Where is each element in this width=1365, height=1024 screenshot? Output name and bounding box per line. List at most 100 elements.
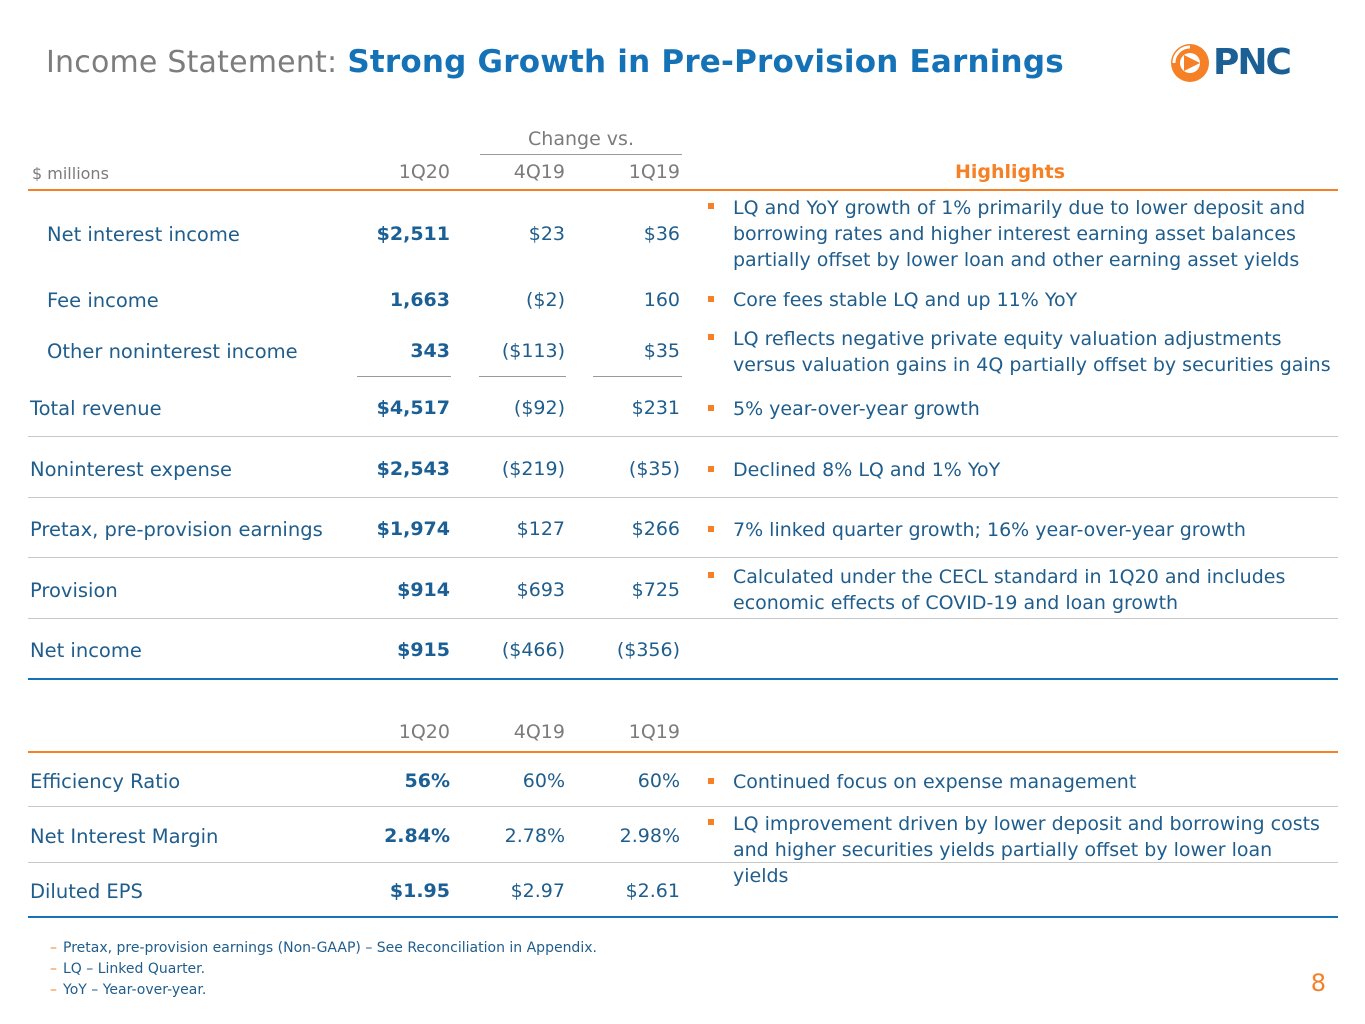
cell-4q19: $127 bbox=[516, 518, 565, 540]
bullet-icon bbox=[708, 334, 714, 340]
highlight-note: LQ and YoY growth of 1% primarily due to… bbox=[733, 197, 1306, 271]
cell-1q20: 56% bbox=[404, 770, 450, 792]
pnc-logo: PNC bbox=[1170, 40, 1330, 86]
row-label-net-interest-income: Net interest income bbox=[47, 223, 240, 246]
col-header-4q19: 4Q19 bbox=[513, 161, 565, 183]
row-label-noninterest-expense: Noninterest expense bbox=[30, 458, 232, 481]
unit-label: $ millions bbox=[32, 164, 109, 183]
row-label-provision: Provision bbox=[30, 579, 118, 602]
cell-1q20: 2.84% bbox=[384, 825, 450, 847]
highlight-note: LQ reflects negative private equity valu… bbox=[733, 328, 1331, 376]
change-vs-label: Change vs. bbox=[528, 128, 634, 150]
change-vs-underline bbox=[480, 154, 682, 155]
dash-icon: – bbox=[50, 940, 57, 956]
bullet-icon bbox=[708, 819, 714, 825]
page-number: 8 bbox=[1310, 969, 1326, 997]
cell-4q19: ($92) bbox=[513, 397, 565, 419]
footnote-text: YoY – Year-over-year. bbox=[63, 982, 207, 998]
cell-1q20: $1,974 bbox=[376, 518, 450, 540]
cell-4q19: 2.78% bbox=[504, 825, 565, 847]
dash-icon: – bbox=[50, 982, 57, 998]
highlight-note: 7% linked quarter growth; 16% year-over-… bbox=[733, 519, 1246, 541]
subtotal-rule bbox=[357, 376, 451, 377]
bullet-icon bbox=[708, 405, 714, 411]
col-header-1q20: 1Q20 bbox=[398, 721, 450, 743]
cell-1q19: $725 bbox=[631, 579, 680, 601]
bullet-icon bbox=[708, 526, 714, 532]
highlight-note: Calculated under the CECL standard in 1Q… bbox=[733, 566, 1286, 614]
footnote-text: LQ – Linked Quarter. bbox=[63, 961, 206, 977]
cell-1q19: $2.61 bbox=[625, 880, 680, 902]
cell-1q19: 2.98% bbox=[619, 825, 680, 847]
bullet-icon bbox=[708, 203, 714, 209]
highlight-note: LQ improvement driven by lower deposit a… bbox=[733, 813, 1320, 887]
row-divider bbox=[28, 806, 1338, 807]
highlights-title: Highlights bbox=[954, 161, 1066, 183]
cell-1q20: $915 bbox=[397, 639, 450, 661]
subtotal-rule bbox=[479, 376, 566, 377]
subtotal-rule bbox=[593, 376, 682, 377]
header-rule bbox=[28, 189, 1338, 191]
table1-bottom-rule bbox=[28, 678, 1338, 680]
pnc-wordmark: PNC bbox=[1213, 42, 1292, 83]
highlight-note: Declined 8% LQ and 1% YoY bbox=[733, 459, 1001, 481]
page-title: Income Statement: Strong Growth in Pre-P… bbox=[46, 44, 1064, 80]
table2-header-rule bbox=[28, 751, 1338, 753]
col-header-1q19: 1Q19 bbox=[628, 161, 680, 183]
cell-4q19: $2.97 bbox=[510, 880, 565, 902]
col-header-4q19: 4Q19 bbox=[513, 721, 565, 743]
footnote: – Pretax, pre-provision earnings (Non-GAA… bbox=[50, 940, 597, 956]
cell-1q20: $2,543 bbox=[376, 458, 450, 480]
row-label-pretax-pre-provision-earnings: Pretax, pre-provision earnings bbox=[30, 518, 323, 541]
cell-1q19: 160 bbox=[643, 289, 680, 311]
cell-4q19: ($2) bbox=[525, 289, 565, 311]
bullet-icon bbox=[708, 466, 714, 472]
bullet-icon bbox=[708, 572, 714, 578]
row-divider bbox=[28, 862, 1338, 863]
cell-1q20: $1.95 bbox=[389, 880, 450, 902]
row-label-efficiency-ratio: Efficiency Ratio bbox=[30, 770, 181, 793]
cell-4q19: ($113) bbox=[501, 340, 565, 362]
row-divider bbox=[28, 497, 1338, 498]
cell-1q19: $36 bbox=[643, 223, 680, 245]
cell-1q20: $4,517 bbox=[376, 397, 450, 419]
row-label-other-noninterest-income: Other noninterest income bbox=[47, 340, 298, 363]
footnote: – LQ – Linked Quarter. bbox=[50, 961, 205, 977]
cell-1q19: 60% bbox=[637, 770, 680, 792]
cell-1q19: $231 bbox=[631, 397, 680, 419]
cell-1q20: 343 bbox=[410, 340, 450, 362]
row-label-net-interest-margin: Net Interest Margin bbox=[30, 825, 219, 848]
row-divider bbox=[28, 557, 1338, 558]
col-header-1q20: 1Q20 bbox=[398, 161, 450, 183]
cell-4q19: ($219) bbox=[501, 458, 565, 480]
title-main: Strong Growth in Pre-Provision Earnings bbox=[347, 44, 1064, 80]
title-prefix: Income Statement: bbox=[46, 45, 338, 80]
col-header-1q19: 1Q19 bbox=[628, 721, 680, 743]
cell-4q19: $23 bbox=[528, 223, 565, 245]
row-divider bbox=[28, 436, 1338, 437]
row-label-total-revenue: Total revenue bbox=[30, 397, 162, 420]
highlight-note: Continued focus on expense management bbox=[733, 771, 1137, 793]
row-label-net-income: Net income bbox=[30, 639, 142, 662]
cell-1q19: $35 bbox=[643, 340, 680, 362]
cell-4q19: $693 bbox=[516, 579, 565, 601]
pnc-logo-mark-icon bbox=[1171, 44, 1209, 82]
footnote-text: Pretax, pre-provision earnings (Non-GAAP… bbox=[63, 940, 597, 956]
highlight-note: Core fees stable LQ and up 11% YoY bbox=[733, 289, 1078, 311]
dash-icon: – bbox=[50, 961, 57, 977]
table2-bottom-rule bbox=[28, 916, 1338, 918]
cell-1q20: 1,663 bbox=[389, 289, 450, 311]
cell-1q20: $2,511 bbox=[376, 223, 450, 245]
row-divider bbox=[28, 618, 1338, 619]
cell-1q20: $914 bbox=[397, 579, 450, 601]
cell-1q19: $266 bbox=[631, 518, 680, 540]
row-label-diluted-eps: Diluted EPS bbox=[30, 880, 143, 903]
row-label-fee-income: Fee income bbox=[47, 289, 159, 312]
cell-4q19: ($466) bbox=[501, 639, 565, 661]
cell-4q19: 60% bbox=[522, 770, 565, 792]
footnote: – YoY – Year-over-year. bbox=[50, 982, 206, 998]
cell-1q19: ($35) bbox=[628, 458, 680, 480]
highlight-note: 5% year-over-year growth bbox=[733, 398, 980, 420]
bullet-icon bbox=[708, 296, 714, 302]
cell-1q19: ($356) bbox=[616, 639, 680, 661]
